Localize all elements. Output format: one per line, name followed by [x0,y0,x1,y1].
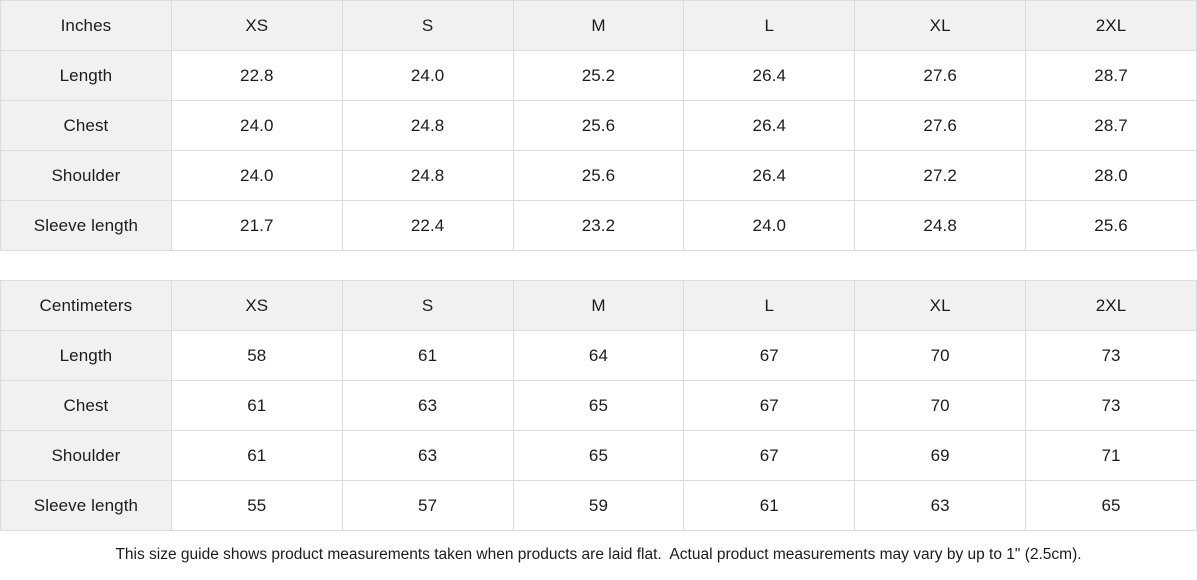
measurement-value-cell: 67 [683,430,856,481]
measurement-value-cell: 65 [512,380,685,431]
measurement-value-cell: 24.0 [341,50,514,101]
size-column-header: L [683,0,856,51]
measurement-value-cell: 58 [170,330,343,381]
measurement-value-cell: 24.8 [341,150,514,201]
measurement-value-cell: 64 [512,330,685,381]
measurement-value-cell: 24.0 [170,150,343,201]
size-column-header: XS [170,0,343,51]
measurement-value-cell: 61 [170,380,343,431]
measurement-value-cell: 22.8 [170,50,343,101]
measurement-row: Chest 61 63 65 67 70 73 [0,380,1197,431]
measurement-row: Sleeve length 21.7 22.4 23.2 24.0 24.8 25.6 [0,200,1197,251]
measurement-value-cell: 61 [170,430,343,481]
measurement-value-cell: 69 [854,430,1027,481]
size-column-header: 2XL [1025,0,1197,51]
size-column-header: S [341,0,514,51]
size-column-header: S [341,280,514,331]
measurement-value-cell: 67 [683,330,856,381]
measurement-label-cell: Chest [0,380,172,431]
measurement-value-cell: 24.0 [683,200,856,251]
measurement-value-cell: 70 [854,380,1027,431]
measurement-value-cell: 27.6 [854,50,1027,101]
size-column-header: XL [854,280,1027,331]
measurement-value-cell: 61 [341,330,514,381]
measurement-value-cell: 63 [341,430,514,481]
measurement-row: Shoulder 24.0 24.8 25.6 26.4 27.2 28.0 [0,150,1197,201]
size-table-header-row: Centimeters XS S M L XL 2XL [0,280,1197,331]
size-guide-footnote: This size guide shows product measuremen… [0,531,1197,579]
measurement-value-cell: 25.6 [1025,200,1197,251]
measurement-value-cell: 24.0 [170,100,343,151]
size-column-header: M [512,280,685,331]
measurement-value-cell: 63 [854,480,1027,531]
measurement-label-cell: Sleeve length [0,200,172,251]
measurement-value-cell: 24.8 [341,100,514,151]
measurement-label-cell: Length [0,330,172,381]
measurement-value-cell: 26.4 [683,100,856,151]
measurement-value-cell: 26.4 [683,50,856,101]
size-table-centimeters: Centimeters XS S M L XL 2XL Length 58 61 64 67 70 73 C… [0,280,1197,531]
measurement-value-cell: 63 [341,380,514,431]
measurement-value-cell: 73 [1025,330,1197,381]
size-column-header: 2XL [1025,280,1197,331]
measurement-value-cell: 25.6 [512,100,685,151]
size-table-inches: Inches XS S M L XL 2XL Length 22.8 24.0 25.2 26.4 27… [0,0,1197,251]
measurement-value-cell: 67 [683,380,856,431]
measurement-value-cell: 25.6 [512,150,685,201]
measurement-value-cell: 27.2 [854,150,1027,201]
measurement-label-cell: Length [0,50,172,101]
measurement-value-cell: 23.2 [512,200,685,251]
measurement-value-cell: 59 [512,480,685,531]
measurement-value-cell: 22.4 [341,200,514,251]
unit-header-cell: Inches [0,0,172,51]
measurement-row: Length 22.8 24.0 25.2 26.4 27.6 28.7 [0,50,1197,101]
size-column-header: XS [170,280,343,331]
measurement-row: Shoulder 61 63 65 67 69 71 [0,430,1197,481]
measurement-label-cell: Sleeve length [0,480,172,531]
measurement-value-cell: 61 [683,480,856,531]
measurement-value-cell: 70 [854,330,1027,381]
size-column-header: L [683,280,856,331]
size-column-header: M [512,0,685,51]
measurement-label-cell: Shoulder [0,150,172,201]
measurement-row: Length 58 61 64 67 70 73 [0,330,1197,381]
measurement-value-cell: 24.8 [854,200,1027,251]
measurement-value-cell: 28.7 [1025,100,1197,151]
measurement-row: Sleeve length 55 57 59 61 63 65 [0,480,1197,531]
measurement-label-cell: Chest [0,100,172,151]
unit-header-cell: Centimeters [0,280,172,331]
measurement-value-cell: 71 [1025,430,1197,481]
measurement-value-cell: 25.2 [512,50,685,101]
measurement-value-cell: 21.7 [170,200,343,251]
measurement-value-cell: 26.4 [683,150,856,201]
measurement-value-cell: 65 [1025,480,1197,531]
measurement-value-cell: 65 [512,430,685,481]
measurement-value-cell: 27.6 [854,100,1027,151]
measurement-value-cell: 73 [1025,380,1197,431]
table-gap [0,251,1197,280]
measurement-value-cell: 28.0 [1025,150,1197,201]
measurement-row: Chest 24.0 24.8 25.6 26.4 27.6 28.7 [0,100,1197,151]
size-column-header: XL [854,0,1027,51]
measurement-value-cell: 57 [341,480,514,531]
measurement-value-cell: 55 [170,480,343,531]
size-table-header-row: Inches XS S M L XL 2XL [0,0,1197,51]
measurement-value-cell: 28.7 [1025,50,1197,101]
measurement-label-cell: Shoulder [0,430,172,481]
